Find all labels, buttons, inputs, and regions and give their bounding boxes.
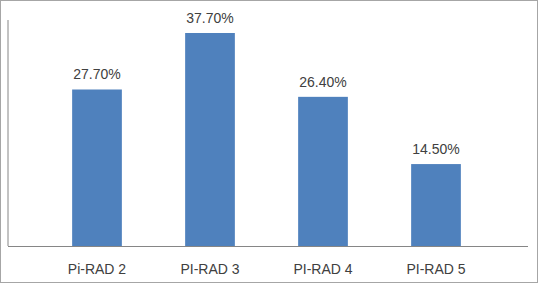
bars <box>72 33 461 246</box>
bar <box>185 33 235 246</box>
chart: 27.70% 37.70% 26.40% 14.50% Pi-RAD 2 PI-RAD 3… <box>0 0 538 283</box>
x-axis <box>8 246 528 247</box>
y-axis <box>8 20 9 246</box>
x-tick-label: PI-RAD 5 <box>406 261 465 277</box>
x-tick-label: PI-RAD 3 <box>180 261 239 277</box>
frame <box>1 1 538 283</box>
data-label: 14.50% <box>412 141 459 157</box>
data-label: 37.70% <box>186 10 233 26</box>
x-tick-label: Pi-RAD 2 <box>68 261 127 277</box>
x-tick-label: PI-RAD 4 <box>293 261 352 277</box>
bar <box>72 89 122 246</box>
data-label: 27.70% <box>73 66 120 82</box>
bar <box>298 97 348 246</box>
data-label: 26.40% <box>299 74 346 90</box>
bar <box>411 164 461 246</box>
